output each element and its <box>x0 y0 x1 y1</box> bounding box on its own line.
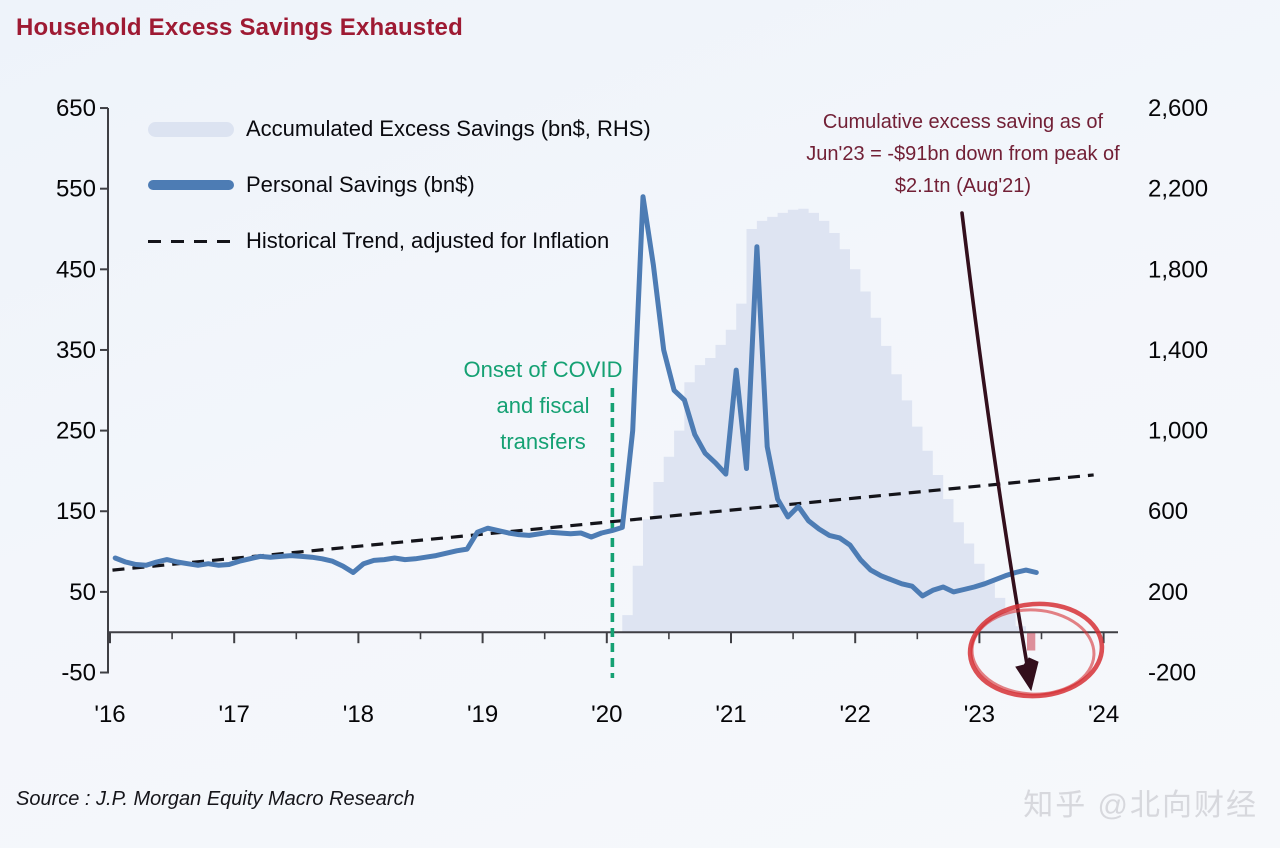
dash-swatch-icon <box>148 239 234 243</box>
chart-legend: Accumulated Excess Savings (bn$, RHS) Pe… <box>148 101 651 269</box>
negative-excess-savings-bar <box>1027 632 1036 651</box>
source-note: Source : J.P. Morgan Equity Macro Resear… <box>16 788 415 810</box>
x-axis-tick-label: '22 <box>840 701 871 728</box>
personal-savings-line <box>112 194 1039 599</box>
y-left-tick-label: 350 <box>56 337 96 364</box>
line-swatch-icon <box>148 180 234 190</box>
x-axis-tick-label: '20 <box>591 701 622 728</box>
exhaustion-annotation: Cumulative excess saving as of Jun'23 = … <box>806 111 1120 197</box>
y-right-tick-label: 2,200 <box>1148 176 1208 203</box>
x-axis-tick-label: '24 <box>1088 701 1119 728</box>
legend-label: Personal Savings (bn$) <box>246 172 475 197</box>
y-left-tick-label: 250 <box>56 418 96 445</box>
y-right-tick-label: 600 <box>1148 498 1188 525</box>
y-right-tick-label: 1,000 <box>1148 418 1208 445</box>
area-swatch-icon <box>148 121 234 137</box>
x-axis-tick-label: '18 <box>343 701 374 728</box>
legend-item-trend: Historical Trend, adjusted for Inflation <box>148 213 651 269</box>
historical-trend-line <box>112 473 1094 572</box>
y-right-tick-label: 1,400 <box>1148 337 1208 364</box>
legend-label: Accumulated Excess Savings (bn$, RHS) <box>246 116 651 141</box>
y-left-tick-label: 450 <box>56 256 96 283</box>
y-left-tick-label: -50 <box>61 660 96 687</box>
highlight-circle <box>967 601 1105 699</box>
y-left-tick-label: 50 <box>69 579 96 606</box>
highlight-circle-inner <box>970 608 1096 696</box>
accumulated-excess-savings-area <box>622 208 1026 633</box>
y-left-tick-label: 550 <box>56 176 96 203</box>
x-axis-tick-label: '16 <box>94 701 125 728</box>
legend-item-personal-savings: Personal Savings (bn$) <box>148 157 651 213</box>
y-right-tick-label: 200 <box>1148 579 1188 606</box>
annotation-arrow <box>960 211 1031 678</box>
x-axis-tick-label: '21 <box>715 701 746 728</box>
x-axis-tick-label: '19 <box>467 701 498 728</box>
covid-annotation: Onset of COVID and fiscal transfers <box>463 357 623 454</box>
page-title: Household Excess Savings Exhausted <box>16 14 463 41</box>
legend-item-accumulated: Accumulated Excess Savings (bn$, RHS) <box>148 101 651 157</box>
y-right-tick-label: -200 <box>1148 660 1196 687</box>
y-right-tick-label: 1,800 <box>1148 256 1208 283</box>
annotation-arrowhead <box>1015 657 1039 692</box>
x-axis-tick-label: '23 <box>964 701 995 728</box>
watermark: 知乎 @北向财经 <box>1023 789 1258 822</box>
y-left-tick-label: 650 <box>56 95 96 122</box>
x-axis-tick-label: '17 <box>219 701 250 728</box>
y-right-tick-label: 2,600 <box>1148 95 1208 122</box>
legend-label: Historical Trend, adjusted for Inflation <box>246 228 610 253</box>
y-left-tick-label: 150 <box>56 498 96 525</box>
